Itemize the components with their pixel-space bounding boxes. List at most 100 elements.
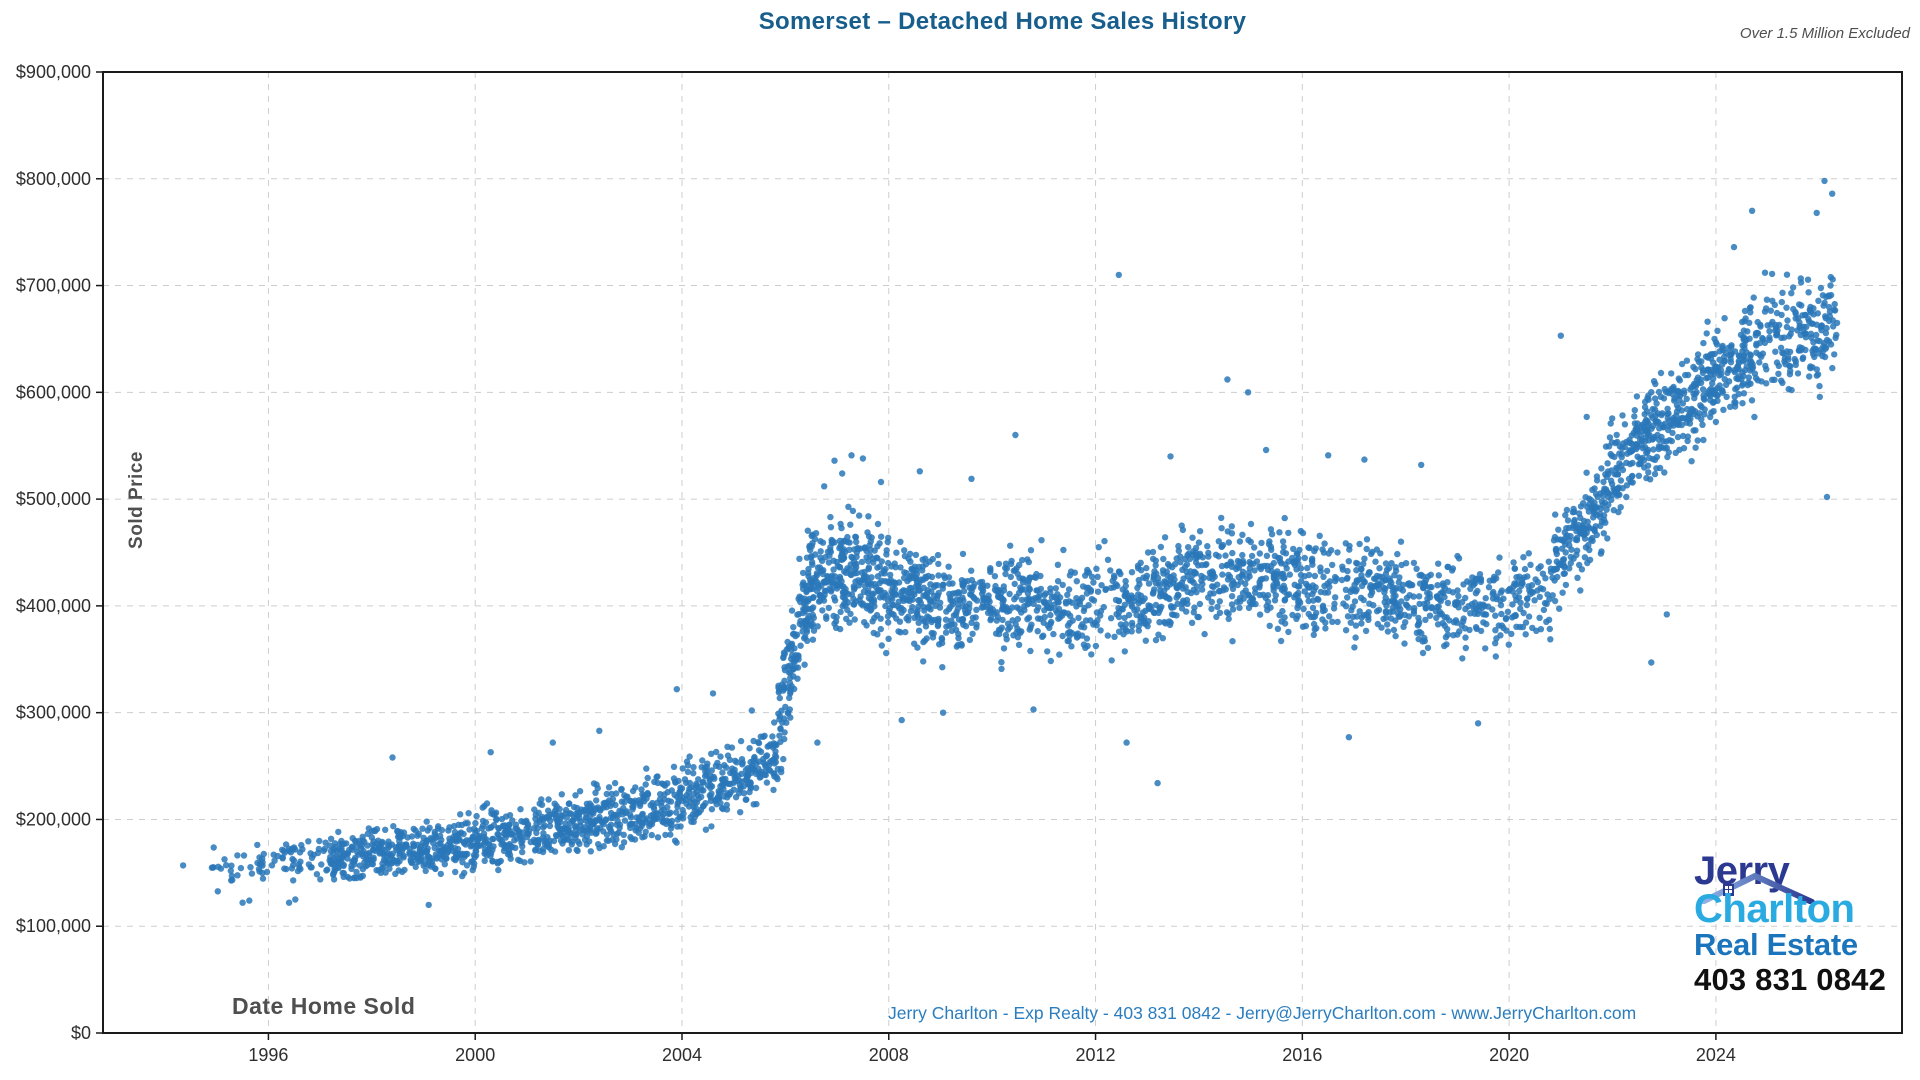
data-point (1065, 637, 1073, 644)
data-point (443, 855, 450, 862)
data-point (1276, 529, 1283, 536)
data-point (744, 769, 752, 776)
data-point (777, 725, 784, 732)
data-point (1166, 595, 1173, 603)
data-point (1326, 613, 1333, 620)
data-point (1305, 597, 1312, 605)
data-point (1082, 617, 1090, 624)
data-point (641, 833, 648, 840)
data-point (776, 732, 783, 739)
data-point (1694, 374, 1702, 381)
data-point (1805, 289, 1812, 296)
data-point (547, 817, 554, 824)
data-point (733, 759, 740, 766)
data-point (707, 797, 715, 804)
data-point (557, 812, 565, 819)
data-point (487, 749, 494, 756)
data-point (1794, 327, 1801, 334)
data-point (924, 604, 932, 611)
data-point (545, 807, 552, 814)
data-point (690, 770, 697, 777)
chimney-icon (1723, 884, 1734, 896)
data-point (1358, 620, 1365, 627)
data-point (1041, 613, 1048, 621)
data-point (437, 870, 444, 878)
data-point (898, 716, 905, 724)
data-point (1654, 420, 1661, 427)
data-point (317, 876, 324, 883)
footer-contact: Jerry Charlton - Exp Realty - 403 831 08… (888, 1003, 1637, 1023)
data-point (1655, 443, 1663, 450)
data-point (1270, 570, 1278, 578)
data-point (1236, 604, 1243, 611)
data-point (545, 844, 553, 851)
data-point (708, 806, 716, 813)
data-point (576, 814, 583, 822)
data-point (532, 846, 540, 853)
data-point (1404, 580, 1412, 588)
data-point (767, 741, 774, 748)
data-point (1671, 397, 1678, 404)
data-point (1562, 581, 1570, 589)
data-point (1733, 375, 1740, 382)
data-point (1474, 720, 1482, 727)
data-point (1614, 438, 1621, 446)
data-point (843, 615, 850, 622)
data-point (959, 616, 967, 623)
data-point (1270, 587, 1277, 594)
data-point (1683, 357, 1691, 364)
data-point (1688, 458, 1695, 465)
data-point (920, 592, 927, 599)
data-point (1353, 567, 1360, 574)
data-point (1727, 355, 1734, 363)
data-point (1214, 581, 1221, 588)
data-point (1384, 621, 1391, 628)
data-point (1399, 587, 1407, 594)
data-point (850, 601, 858, 608)
data-point (995, 560, 1003, 568)
data-point (1410, 559, 1418, 567)
data-point (1003, 565, 1011, 572)
data-point (995, 630, 1003, 638)
data-point (1817, 284, 1825, 292)
data-point (786, 706, 793, 713)
data-point (1623, 493, 1630, 501)
data-point (1492, 612, 1499, 619)
data-point (746, 780, 753, 788)
data-point (1379, 574, 1386, 581)
data-point (1825, 303, 1833, 311)
data-point (1634, 453, 1641, 460)
data-point (1055, 599, 1062, 606)
data-point (1664, 426, 1672, 434)
data-point (557, 837, 565, 844)
data-point (1310, 631, 1318, 639)
data-point (1060, 546, 1067, 554)
data-point (1635, 461, 1643, 468)
data-point (487, 852, 494, 860)
data-point (897, 564, 904, 571)
data-point (1459, 655, 1466, 662)
data-point (1003, 605, 1010, 613)
data-point (1026, 586, 1034, 593)
x-tick-label: 2004 (662, 1045, 702, 1065)
data-point (1699, 386, 1707, 393)
data-point (1733, 365, 1741, 373)
data-point (601, 802, 608, 809)
data-point (1258, 539, 1265, 547)
data-point (1361, 555, 1368, 562)
data-point (1529, 624, 1536, 632)
data-point (1751, 413, 1758, 421)
data-point (1145, 580, 1153, 587)
data-point (1710, 370, 1718, 377)
data-point (508, 830, 516, 838)
data-point (1547, 636, 1554, 643)
data-point (210, 844, 217, 851)
data-point (1607, 420, 1614, 427)
data-point (861, 544, 868, 552)
data-point (1191, 604, 1198, 611)
data-point (1067, 612, 1074, 620)
data-point (853, 569, 860, 577)
data-point (1239, 551, 1246, 559)
data-point (1735, 390, 1743, 398)
data-point (461, 869, 468, 877)
